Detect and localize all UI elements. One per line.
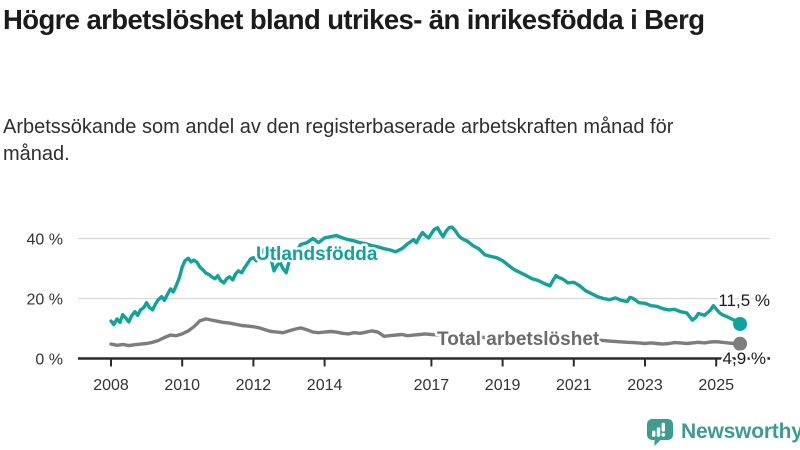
series-end-dot-total — [733, 336, 748, 351]
series-line-total — [109, 317, 742, 348]
x-axis-tick-label: 2025 — [698, 377, 734, 394]
x-axis-tick-label: 2008 — [93, 377, 129, 394]
y-axis-tick-label: 0 % — [35, 352, 63, 369]
chart-title: Högre arbetslöshet bland utrikes- än inr… — [3, 4, 705, 35]
x-axis-tick-label: 2010 — [164, 377, 200, 394]
newsworthy-icon — [647, 419, 673, 446]
newsworthy-logo[interactable]: Newsworthy — [646, 417, 800, 447]
y-axis-tick-label: 20 % — [27, 292, 63, 309]
series-line-utlandsfodda — [109, 225, 742, 327]
series-label-total: Total arbetslöshet — [437, 329, 600, 350]
chart-subtitle: Arbetssökande som andel av den registerb… — [3, 116, 674, 165]
x-axis-tick-label: 2017 — [414, 377, 450, 394]
series-end-dot-utlandsfodda — [733, 317, 748, 331]
x-axis-tick-label: 2023 — [627, 377, 663, 394]
x-axis-tick-label: 2014 — [307, 377, 343, 394]
x-axis-tick-label: 2021 — [556, 377, 592, 394]
newsworthy-logo-text: Newsworthy — [681, 420, 800, 443]
x-axis-tick-label: 2019 — [485, 377, 521, 394]
x-axis-tick-label: 2012 — [236, 377, 272, 394]
series-end-value-utlandsfodda: 11,5 % — [718, 291, 770, 310]
y-axis-tick-label: 40 % — [27, 232, 63, 249]
series-end-value-total: 4,9 % — [723, 349, 766, 368]
series-label-utlandsfodda: Utlandsfödda — [256, 244, 378, 265]
